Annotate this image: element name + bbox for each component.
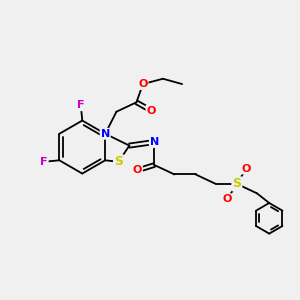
Text: F: F — [40, 157, 48, 167]
Text: N: N — [100, 129, 110, 139]
Text: O: O — [223, 194, 232, 204]
Text: O: O — [138, 79, 148, 89]
Text: O: O — [146, 106, 156, 116]
Text: S: S — [114, 155, 123, 168]
Text: S: S — [232, 177, 241, 190]
Text: F: F — [77, 100, 85, 110]
Text: O: O — [242, 164, 251, 173]
Text: N: N — [150, 137, 159, 147]
Text: O: O — [133, 165, 142, 175]
